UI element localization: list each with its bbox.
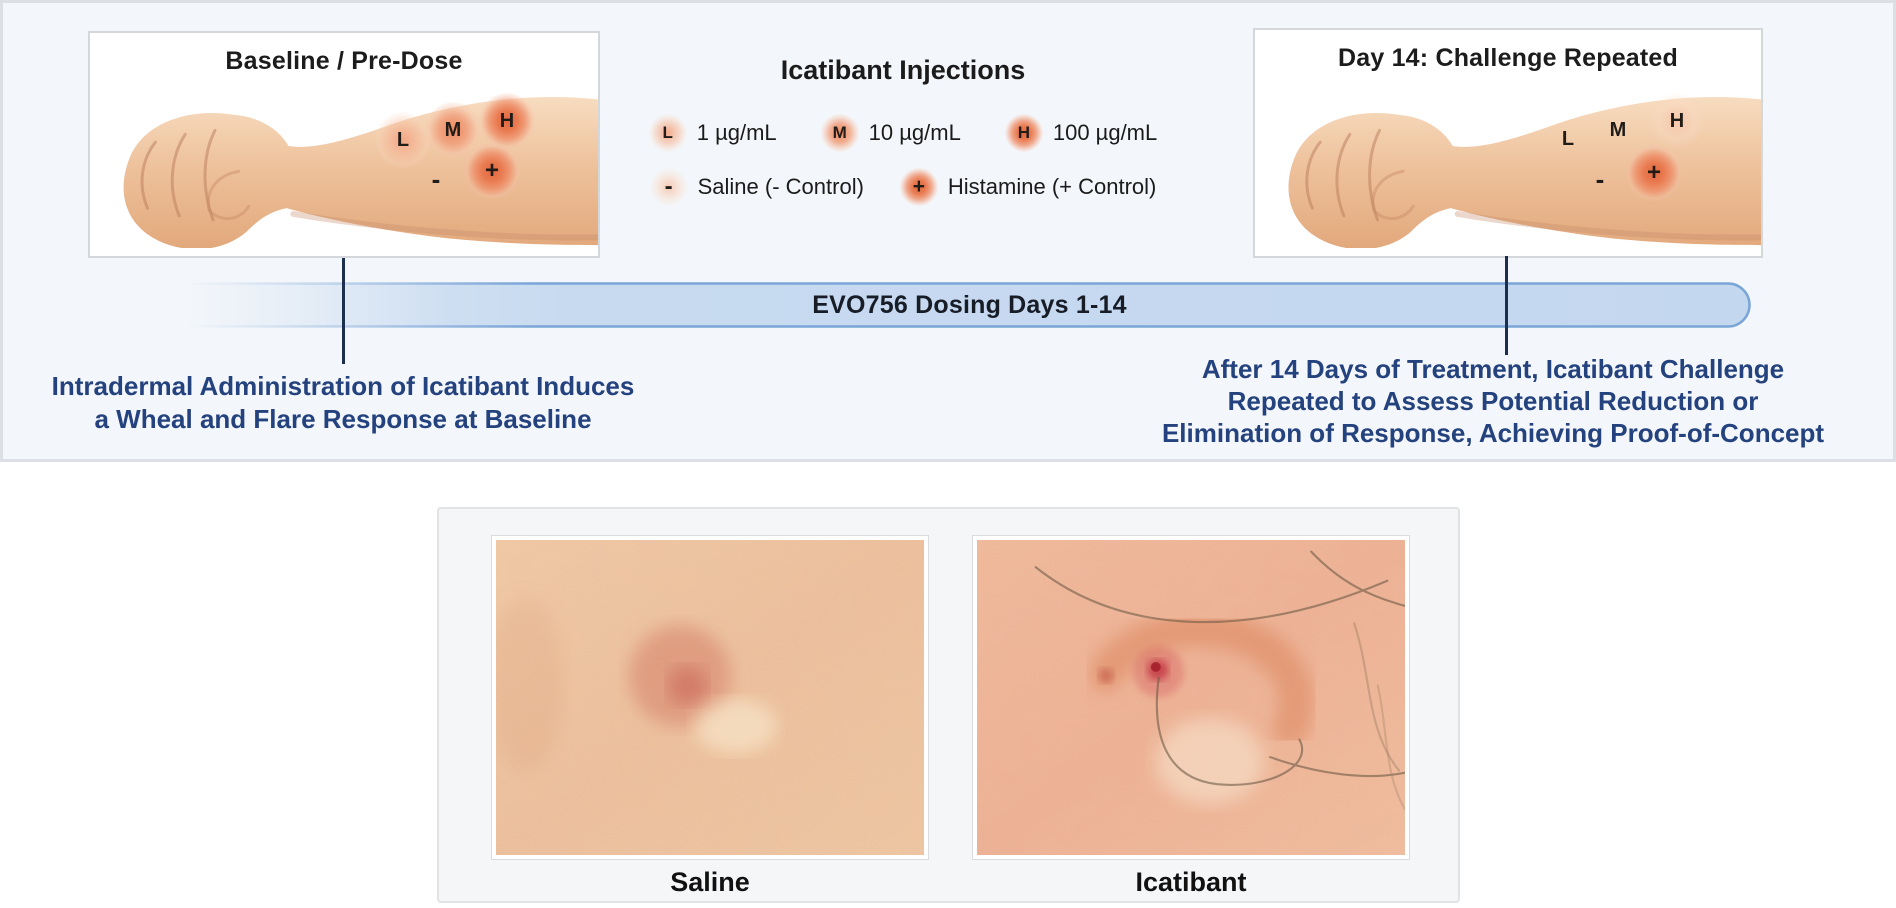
injection-site-saline: - <box>1572 151 1628 207</box>
site-label: L <box>1561 127 1575 150</box>
day14-caption: After 14 Days of Treatment, Icatibant Ch… <box>1093 353 1893 449</box>
site-label: H <box>1669 109 1685 132</box>
day14-card-title: Day 14: Challenge Repeated <box>1337 44 1679 72</box>
baseline-card: Baseline / Pre-Dose L M H - + <box>88 31 600 258</box>
dosing-bar-shape <box>188 282 1751 328</box>
caption-line: a Wheal and Flare Response at Baseline <box>94 404 592 434</box>
dosing-timeline-bar: EVO756 Dosing Days 1-14 <box>188 282 1751 328</box>
injection-site-low: L <box>1540 111 1596 167</box>
wheal-dot-icon: H <box>1004 114 1043 152</box>
caption-line: After 14 Days of Treatment, Icatibant Ch… <box>1201 354 1785 384</box>
legend-label: 100 µg/mL <box>1052 120 1158 145</box>
icatibant-label: Icatibant <box>1135 867 1247 897</box>
legend-label: Saline (- Control) <box>697 174 864 199</box>
legend-item-histamine: + Histamine (+ Control) <box>899 168 1157 206</box>
site-label: L <box>396 128 410 151</box>
legend-item-low: L 1 µg/mL <box>648 114 777 152</box>
site-label: H <box>499 109 515 132</box>
injection-site-histamine: + <box>464 143 520 199</box>
caption-line: Repeated to Assess Potential Reduction o… <box>1227 386 1759 416</box>
legend-row-controls: - Saline (- Control) + Histamine (+ Cont… <box>603 168 1203 206</box>
injection-legend: Icatibant Injections L 1 µg/mL M 10 µg/m… <box>603 55 1203 206</box>
site-label: - <box>431 163 441 194</box>
injection-site-saline: - <box>408 151 464 207</box>
wheal-dot-icon: M <box>820 114 859 152</box>
legend-label: Histamine (+ Control) <box>947 174 1157 199</box>
injection-site-high: H <box>1649 93 1705 149</box>
study-design-panel: Baseline / Pre-Dose L M H - + Icatibant … <box>0 0 1896 462</box>
wheal-dot-icon: L <box>648 114 687 152</box>
legend-label: 1 µg/mL <box>696 120 777 145</box>
wheal-dot-icon: - <box>649 168 688 206</box>
injection-site-mid: M <box>425 102 481 158</box>
day14-card: Day 14: Challenge Repeated L M H - + <box>1253 28 1763 258</box>
caption-line: Intradermal Administration of Icatibant … <box>51 371 635 401</box>
site-label: + <box>1646 159 1661 186</box>
saline-skin-image <box>496 540 924 855</box>
baseline-connector-line <box>342 258 345 364</box>
site-label: M <box>444 118 462 141</box>
saline-photo <box>491 535 929 860</box>
legend-item-mid: M 10 µg/mL <box>820 114 961 152</box>
site-label: - <box>1595 163 1605 194</box>
icatibant-photo <box>972 535 1410 860</box>
icatibant-skin-image <box>977 540 1405 855</box>
injection-site-mid: M <box>1590 102 1646 158</box>
injection-site-low: L <box>375 112 431 168</box>
site-label: + <box>484 157 499 184</box>
legend-item-high: H 100 µg/mL <box>1004 114 1158 152</box>
legend-row-doses: L 1 µg/mL M 10 µg/mL H 100 µg/mL <box>603 114 1203 152</box>
site-label: M <box>1609 118 1627 141</box>
wheal-dot-icon: + <box>899 168 938 206</box>
dosing-bar-label: EVO756 Dosing Days 1-14 <box>812 291 1127 319</box>
baseline-card-title: Baseline / Pre-Dose <box>225 47 463 75</box>
injection-site-histamine: + <box>1626 145 1682 201</box>
injection-site-high: H <box>479 93 535 149</box>
legend-item-saline: - Saline (- Control) <box>649 168 864 206</box>
caption-line: Elimination of Response, Achieving Proof… <box>1161 418 1825 448</box>
day14-connector-line <box>1505 256 1508 355</box>
saline-label: Saline <box>670 867 750 897</box>
legend-title: Icatibant Injections <box>780 55 1026 85</box>
baseline-caption: Intradermal Administration of Icatibant … <box>18 370 668 436</box>
skin-response-panel: Saline Icatibant <box>437 507 1460 903</box>
forearm-illustration <box>1288 96 1761 248</box>
legend-label: 10 µg/mL <box>868 120 961 145</box>
